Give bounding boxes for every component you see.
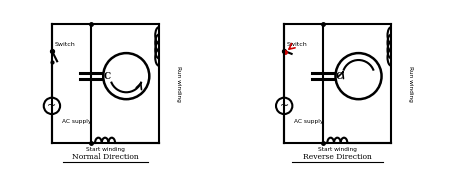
Text: Run winding: Run winding [176, 66, 181, 102]
Text: C: C [103, 72, 110, 81]
Text: Start winding: Start winding [86, 147, 125, 152]
Text: Normal Direction: Normal Direction [72, 153, 139, 162]
Text: AC supply: AC supply [294, 119, 323, 124]
Text: Switch: Switch [286, 42, 307, 47]
Text: Run winding: Run winding [408, 66, 413, 102]
Text: ~: ~ [280, 101, 289, 111]
Text: Start winding: Start winding [318, 147, 357, 152]
Text: ~: ~ [47, 101, 56, 111]
Text: AC supply: AC supply [62, 119, 91, 124]
Text: Switch: Switch [54, 42, 75, 47]
Text: C: C [336, 72, 343, 81]
Text: Reverse Direction: Reverse Direction [303, 153, 372, 162]
